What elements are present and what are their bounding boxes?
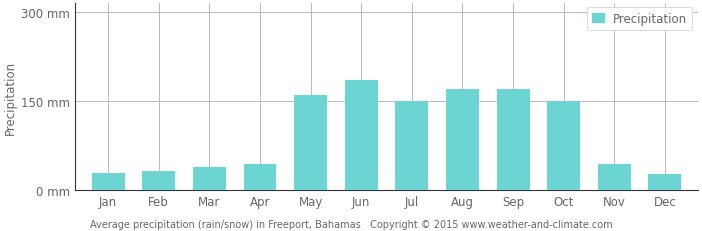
Bar [395, 102, 428, 191]
Bar [496, 90, 529, 191]
Legend: Precipitation: Precipitation [587, 8, 692, 30]
Bar [294, 96, 327, 191]
Bar [244, 164, 277, 191]
Text: Average precipitation (rain/snow) in Freeport, Bahamas   Copyright © 2015 www.we: Average precipitation (rain/snow) in Fre… [90, 219, 612, 229]
Bar [548, 102, 580, 191]
Bar [345, 81, 378, 191]
Bar [446, 90, 479, 191]
Bar [598, 164, 631, 191]
Bar [143, 172, 176, 191]
Bar [649, 174, 682, 191]
Bar [193, 167, 226, 191]
Bar [92, 173, 124, 191]
Y-axis label: Precipitation: Precipitation [4, 61, 17, 134]
